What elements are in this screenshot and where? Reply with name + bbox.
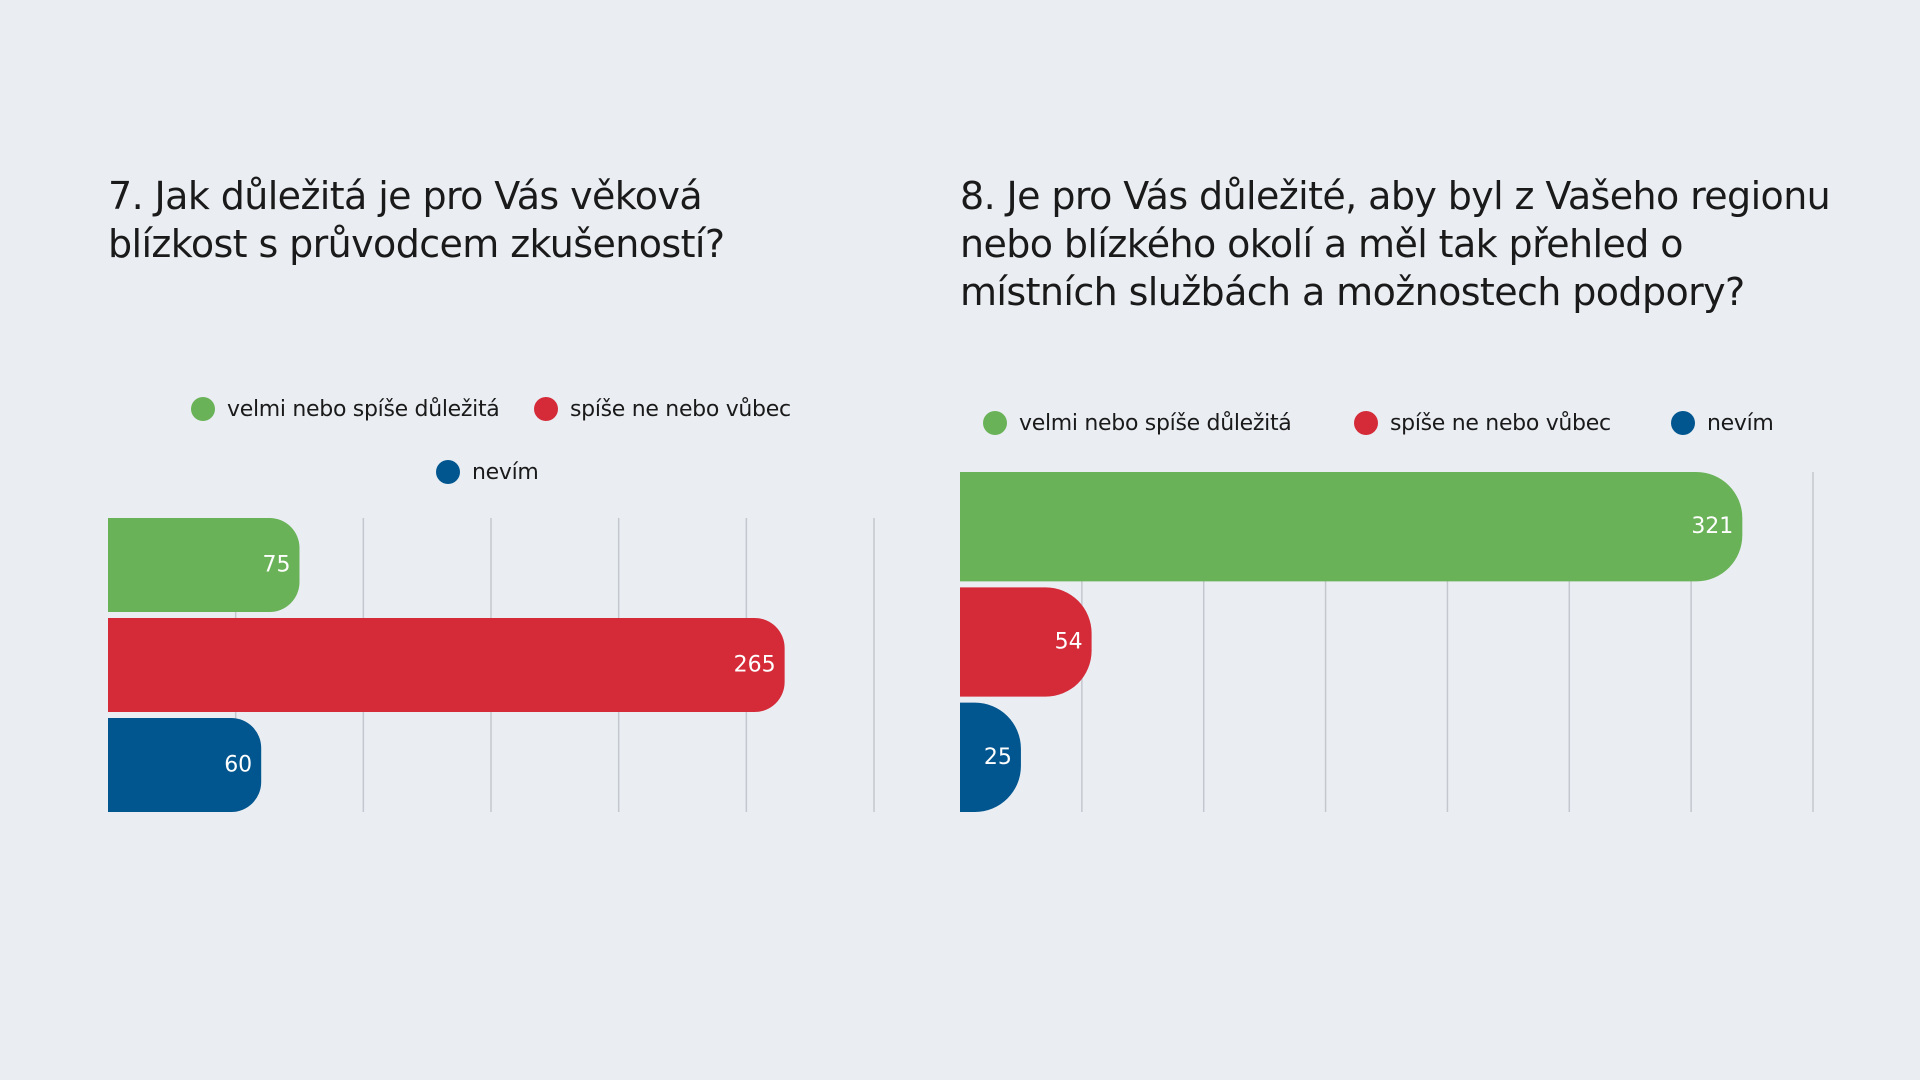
legend-dot-8-blue xyxy=(1671,411,1695,435)
chart-title-8: 8. Je pro Vás důležité, aby byl z Vašeho… xyxy=(960,172,1831,316)
chart-title-8-line-2: nebo blízkého okolí a měl tak přehled o xyxy=(960,222,1684,266)
legend-dot-7-green xyxy=(191,397,215,421)
bar-1-0 xyxy=(960,472,1743,582)
bar-value-label-0-0: 75 xyxy=(263,553,291,578)
bar-0-1 xyxy=(108,618,785,712)
bar-0-0 xyxy=(108,518,300,612)
legend-dot-7-blue xyxy=(436,460,460,484)
bar-value-label-1-0: 321 xyxy=(1691,514,1733,539)
bar-1-2 xyxy=(960,702,1021,812)
chart-title-8-line-3: místních službách a možnostech podpory? xyxy=(960,270,1745,314)
chart-panel-8: 8. Je pro Vás důležité, aby byl z Vašeho… xyxy=(940,0,1920,1080)
bar-value-label-1-2: 25 xyxy=(984,745,1012,770)
legend-item-8-blue: nevím xyxy=(1671,408,1774,438)
legend-item-8-green: velmi nebo spíše důležitá xyxy=(983,408,1292,438)
bar-value-label-1-1: 54 xyxy=(1055,630,1083,655)
bar-1-1 xyxy=(960,587,1092,697)
legend-label-8-blue: nevím xyxy=(1707,410,1774,436)
legend-item-8-red: spíše ne nebo vůbec xyxy=(1354,408,1611,438)
bar-value-label-0-2: 60 xyxy=(224,753,252,778)
chart-title-7-line-1: 7. Jak důležitá je pro Vás věková xyxy=(108,174,703,218)
legend-item-7-red: spíše ne nebo vůbec xyxy=(534,394,791,424)
bar-plot-7: 75 265 60 xyxy=(108,518,875,812)
legend-label-8-red: spíše ne nebo vůbec xyxy=(1390,410,1611,436)
chart-title-8-line-1: 8. Je pro Vás důležité, aby byl z Vašeho… xyxy=(960,174,1831,218)
chart-panel-7: 7. Jak důležitá je pro Vás věková blízko… xyxy=(0,0,940,1080)
legend-label-8-green: velmi nebo spíše důležitá xyxy=(1019,410,1292,436)
bar-plot-8: 321 54 25 xyxy=(960,472,1814,812)
legend-item-7-green: velmi nebo spíše důležitá xyxy=(191,394,500,424)
legend-dot-7-red xyxy=(534,397,558,421)
legend-item-7-blue: nevím xyxy=(436,457,539,487)
legend-dot-8-red xyxy=(1354,411,1378,435)
legend-label-7-green: velmi nebo spíše důležitá xyxy=(227,396,500,422)
chart-title-7-line-2: blízkost s průvodcem zkušeností? xyxy=(108,222,725,266)
bar-value-label-0-1: 265 xyxy=(734,653,776,678)
chart-title-7: 7. Jak důležitá je pro Vás věková blízko… xyxy=(108,172,725,268)
legend-label-7-blue: nevím xyxy=(472,459,539,485)
bar-0-2 xyxy=(108,718,262,812)
legend-dot-8-green xyxy=(983,411,1007,435)
legend-label-7-red: spíše ne nebo vůbec xyxy=(570,396,791,422)
